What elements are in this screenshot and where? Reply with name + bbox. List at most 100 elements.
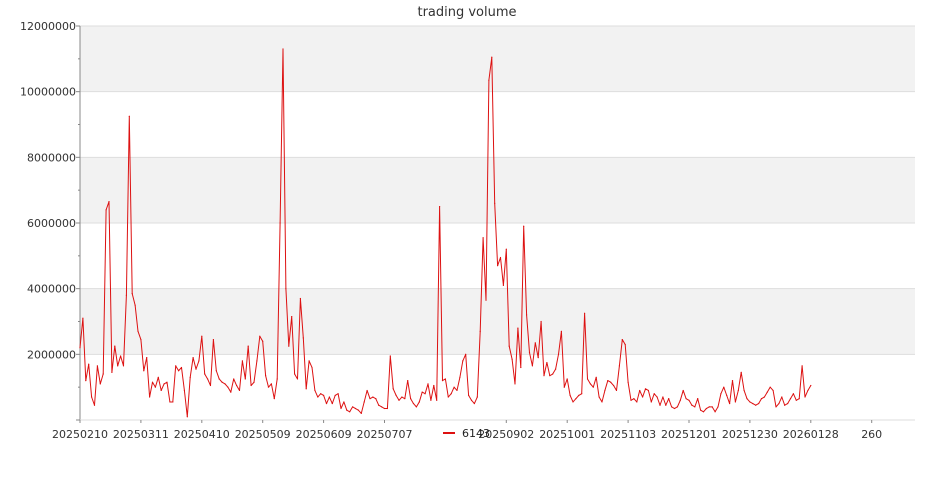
data-point — [511, 358, 513, 360]
data-point — [746, 398, 748, 400]
data-point — [424, 393, 426, 395]
data-point — [778, 402, 780, 405]
x-tick-label: 20260128 — [783, 428, 839, 441]
data-point — [731, 380, 734, 382]
data-point — [671, 406, 673, 408]
data-point — [337, 393, 339, 395]
data-point — [520, 366, 522, 369]
x-tick-label: 20251103 — [600, 428, 656, 441]
grid-band — [80, 288, 915, 355]
data-point — [723, 386, 725, 388]
data-point — [360, 412, 362, 415]
data-point — [221, 381, 223, 383]
data-point — [198, 360, 200, 362]
data-point — [555, 368, 557, 370]
data-point — [633, 398, 635, 400]
data-point — [688, 399, 690, 401]
data-point — [549, 375, 551, 377]
data-point — [482, 237, 484, 239]
data-point — [99, 383, 101, 385]
data-point — [137, 330, 139, 332]
data-point — [175, 365, 177, 367]
data-point — [302, 337, 304, 339]
data-point — [784, 404, 786, 406]
data-point — [88, 363, 90, 365]
x-tick-label: 20250410 — [174, 428, 230, 441]
data-point — [450, 393, 452, 395]
data-point — [447, 396, 449, 398]
data-point — [247, 345, 249, 347]
data-point — [682, 389, 684, 392]
data-point — [610, 381, 612, 383]
data-point — [331, 402, 333, 405]
data-point — [357, 409, 359, 411]
data-point — [444, 378, 446, 380]
data-point — [96, 365, 98, 367]
data-point — [82, 317, 84, 319]
data-point — [488, 79, 490, 81]
data-point — [250, 384, 252, 387]
data-point — [227, 386, 229, 388]
data-point — [734, 401, 737, 403]
data-point — [668, 398, 670, 400]
data-point — [93, 404, 96, 406]
x-tick-label: 20250509 — [235, 428, 291, 441]
data-point — [572, 401, 574, 403]
data-point — [395, 394, 397, 396]
data-point — [401, 396, 403, 398]
data-point — [204, 373, 206, 375]
data-point — [752, 402, 754, 405]
data-point — [540, 320, 542, 323]
data-point — [392, 388, 394, 390]
x-tick-label: 20250311 — [113, 428, 169, 441]
data-point — [700, 409, 702, 411]
data-point — [149, 396, 151, 398]
data-point — [349, 411, 351, 413]
data-point — [613, 384, 615, 387]
data-point — [128, 115, 130, 117]
data-point — [775, 406, 777, 408]
data-point — [566, 378, 568, 380]
data-point — [505, 248, 507, 250]
data-point — [354, 407, 357, 410]
data-point — [726, 394, 728, 396]
data-point — [131, 292, 133, 295]
data-point — [172, 401, 174, 403]
data-point — [755, 404, 757, 406]
data-point — [740, 371, 742, 373]
legend: 6143 — [443, 427, 490, 440]
data-point — [760, 398, 763, 400]
data-point — [491, 56, 493, 58]
data-point — [662, 396, 664, 398]
data-point — [578, 394, 580, 396]
data-point — [607, 380, 609, 382]
data-point — [543, 375, 545, 377]
data-point — [456, 389, 458, 392]
data-point — [236, 384, 238, 387]
data-point — [410, 398, 412, 400]
data-point — [389, 355, 391, 357]
data-point — [801, 365, 803, 367]
data-point — [644, 388, 647, 390]
data-point — [502, 284, 504, 286]
data-point — [352, 406, 354, 408]
data-point — [169, 401, 171, 403]
x-tick-label: 20250902 — [478, 428, 534, 441]
data-point — [157, 376, 159, 378]
data-point — [285, 288, 287, 290]
data-point — [604, 389, 606, 392]
data-point — [102, 373, 104, 375]
data-point — [514, 383, 516, 385]
data-point — [528, 352, 531, 354]
data-point — [140, 338, 142, 341]
data-point — [711, 406, 713, 408]
data-point — [366, 389, 368, 392]
data-point — [296, 378, 299, 380]
data-point — [427, 383, 429, 385]
data-point — [584, 312, 586, 314]
data-point — [581, 393, 583, 395]
series-line-6143 — [79, 48, 812, 418]
data-point — [517, 327, 519, 329]
data-point — [125, 294, 127, 296]
data-point — [792, 393, 795, 395]
